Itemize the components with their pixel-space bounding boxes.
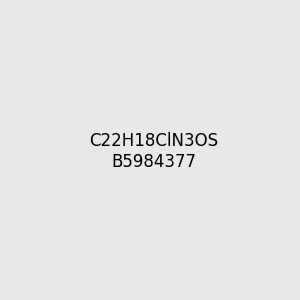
Text: C22H18ClN3OS
B5984377: C22H18ClN3OS B5984377 [89, 132, 218, 171]
